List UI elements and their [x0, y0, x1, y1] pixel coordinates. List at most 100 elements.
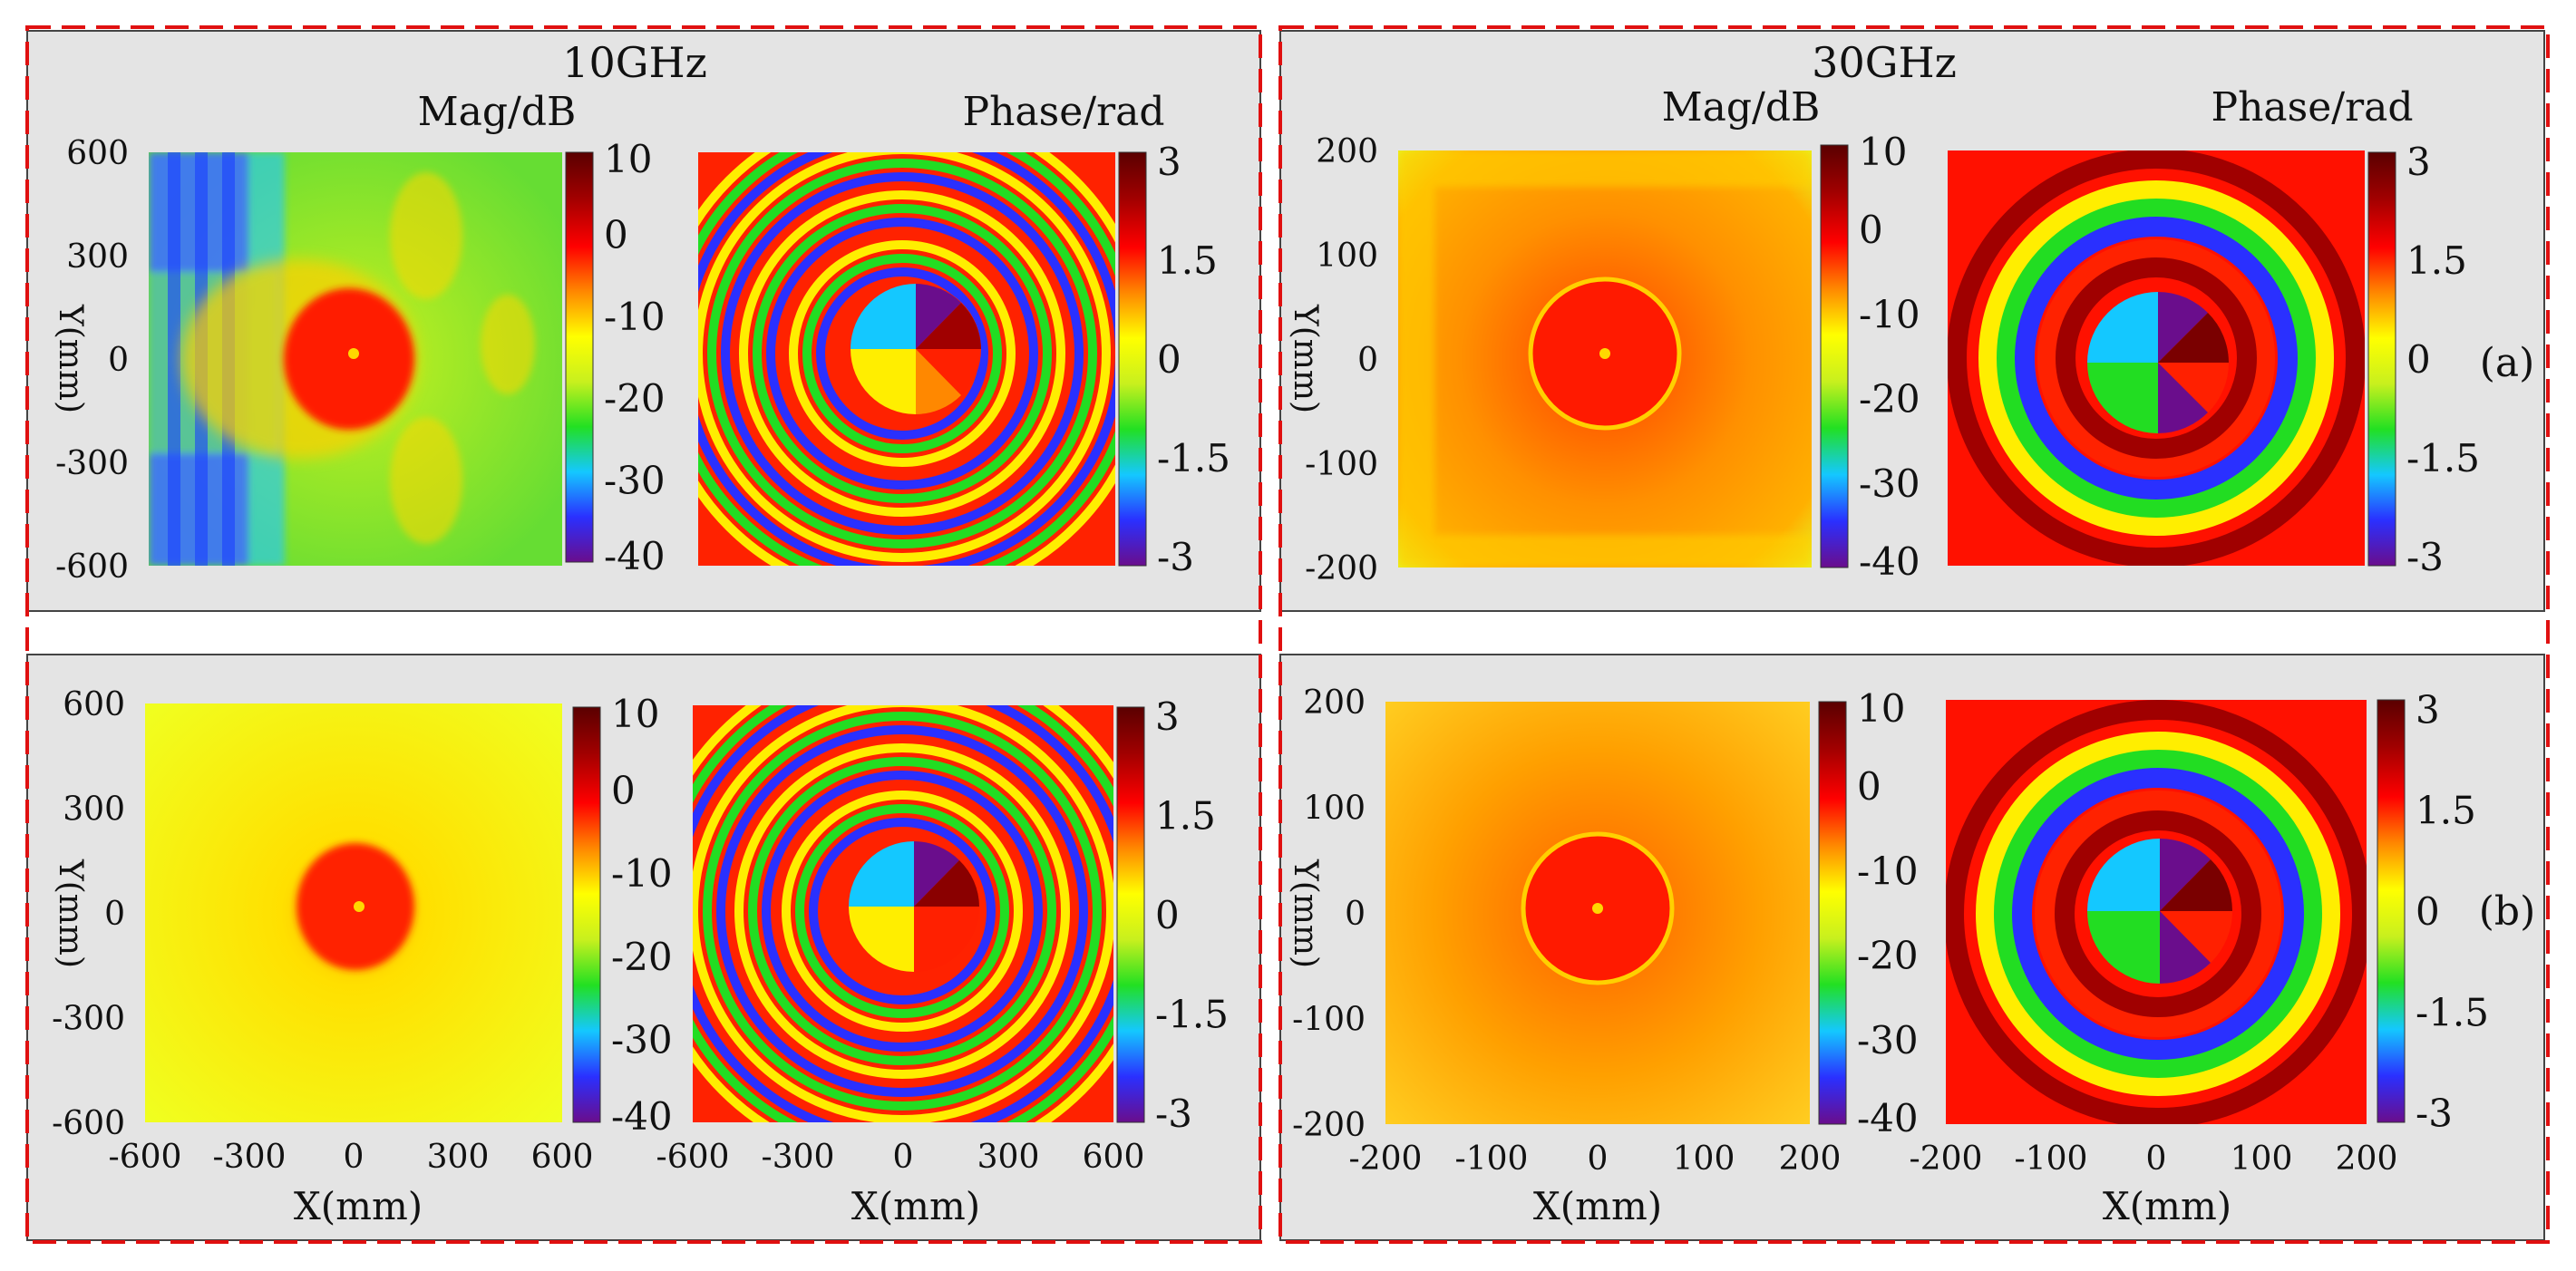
- heatmap-a-30GHz-phase: [1948, 150, 2365, 566]
- xtick-b-10GHz-phase-0: -600: [656, 1139, 730, 1176]
- ytick-b-30GHz-mag-2: 0: [1345, 896, 1366, 933]
- heatmap-a-10GHz-mag: [149, 152, 562, 566]
- ytick-a-10GHz-mag-0: 600: [66, 135, 129, 172]
- ytick-b-10GHz-mag-3: -300: [52, 1001, 125, 1038]
- xtick-b-10GHz-phase-2: 0: [893, 1139, 914, 1176]
- freq-label-10GHz: 10GHz: [562, 38, 707, 87]
- cbtick-b-30GHz-mag-2: -10: [1857, 849, 1919, 893]
- heatmap-a-30GHz-mag: [1398, 150, 1812, 568]
- ytick-a-10GHz-mag-1: 300: [66, 238, 129, 276]
- xtick-b-30GHz-mag-4: 200: [1779, 1140, 1842, 1178]
- cbtick-b-10GHz-phase-2: 0: [1155, 893, 1180, 937]
- xtick-b-30GHz-mag-3: 100: [1673, 1140, 1735, 1178]
- ylabel-b-30GHz: Y(mm): [1287, 859, 1324, 968]
- xlabel-b-30GHz-phase: X(mm): [2103, 1184, 2231, 1228]
- ytick-a-10GHz-mag-2: 0: [108, 342, 129, 379]
- title-a-30GHz-mag: Mag/dB: [1662, 84, 1821, 131]
- xtick-b-10GHz-phase-1: -300: [762, 1139, 835, 1176]
- xlabel-b-10GHz-phase: X(mm): [851, 1184, 980, 1228]
- ytick-b-30GHz-mag-0: 200: [1303, 684, 1366, 722]
- cbtick-a-30GHz-mag-5: -40: [1859, 539, 1920, 584]
- xtick-b-30GHz-mag-1: -100: [1455, 1140, 1529, 1178]
- ytick-b-10GHz-mag-4: -600: [52, 1105, 125, 1142]
- xtick-b-10GHz-phase-3: 300: [977, 1139, 1040, 1176]
- xtick-b-30GHz-phase-0: -200: [1910, 1140, 1983, 1178]
- cbtick-b-30GHz-mag-0: 10: [1857, 686, 1905, 731]
- colorbar-a-30GHz-phase: [2367, 151, 2396, 567]
- xtick-b-10GHz-mag-4: 600: [531, 1139, 594, 1176]
- ytick-a-10GHz-mag-4: -600: [55, 548, 129, 586]
- ylabel-a-30GHz: Y(mm): [1287, 304, 1324, 413]
- cbtick-a-10GHz-phase-1: 1.5: [1157, 238, 1218, 283]
- heatmap-b-30GHz-mag: [1385, 702, 1810, 1124]
- colorbar-a-30GHz-mag: [1820, 144, 1849, 568]
- ytick-b-30GHz-mag-4: -200: [1292, 1107, 1366, 1144]
- ytick-a-30GHz-mag-1: 100: [1316, 238, 1378, 275]
- cbtick-b-30GHz-mag-1: 0: [1857, 764, 1881, 809]
- colorbar-b-10GHz-mag: [572, 706, 601, 1123]
- heatmap-b-30GHz-phase: [1946, 700, 2367, 1124]
- ytick-b-10GHz-mag-1: 300: [63, 791, 125, 829]
- frame-10GHz: [25, 25, 1262, 1244]
- xtick-b-10GHz-mag-2: 0: [344, 1139, 365, 1176]
- cbtick-b-30GHz-phase-4: -3: [2416, 1092, 2453, 1136]
- colorbar-b-10GHz-phase: [1116, 706, 1145, 1123]
- cbtick-a-10GHz-phase-4: -3: [1157, 535, 1194, 579]
- ytick-a-10GHz-mag-3: -300: [55, 445, 129, 482]
- cbtick-b-10GHz-phase-4: -3: [1155, 1092, 1192, 1136]
- freq-label-30GHz: 30GHz: [1812, 38, 1957, 87]
- xtick-b-10GHz-mag-1: -300: [213, 1139, 287, 1176]
- ytick-a-30GHz-mag-2: 0: [1357, 342, 1378, 379]
- title-a-10GHz-phase: Phase/rad: [962, 89, 1164, 135]
- cbtick-b-10GHz-mag-2: -10: [611, 851, 673, 896]
- heatmap-a-10GHz-phase: [698, 152, 1115, 566]
- cbtick-a-30GHz-mag-1: 0: [1859, 208, 1883, 252]
- cbtick-a-10GHz-phase-2: 0: [1157, 337, 1181, 382]
- cbtick-a-30GHz-phase-3: -1.5: [2406, 436, 2480, 480]
- ylabel-a-10GHz: Y(mm): [52, 304, 89, 413]
- ytick-a-30GHz-mag-3: -100: [1305, 446, 1378, 483]
- cbtick-b-10GHz-mag-0: 10: [611, 692, 659, 736]
- cbtick-a-30GHz-phase-0: 3: [2406, 140, 2431, 184]
- tick-labels: 6003000-300-600100-10-20-30-4031.50-1.5-…: [52, 130, 2489, 1178]
- xlabel-b-10GHz-mag: X(mm): [294, 1184, 423, 1228]
- cbtick-a-10GHz-mag-0: 10: [604, 137, 652, 181]
- cbtick-a-10GHz-mag-3: -20: [604, 376, 666, 421]
- cbtick-b-30GHz-phase-3: -1.5: [2416, 990, 2489, 1034]
- cbtick-b-10GHz-phase-0: 3: [1155, 694, 1180, 739]
- cbtick-b-30GHz-phase-1: 1.5: [2416, 789, 2476, 833]
- title-a-10GHz-mag: Mag/dB: [418, 89, 577, 135]
- cbtick-b-10GHz-mag-3: -20: [611, 935, 673, 979]
- cbtick-a-30GHz-mag-3: -20: [1859, 377, 1920, 422]
- ytick-b-30GHz-mag-3: -100: [1292, 1002, 1366, 1039]
- ylabel-b-10GHz: Y(mm): [52, 859, 89, 968]
- xtick-b-30GHz-phase-2: 0: [2146, 1140, 2167, 1178]
- cbtick-a-10GHz-mag-5: -40: [604, 534, 666, 578]
- cbtick-a-30GHz-mag-2: -10: [1859, 292, 1920, 336]
- xtick-b-10GHz-mag-3: 300: [427, 1139, 490, 1176]
- cbtick-a-30GHz-mag-4: -30: [1859, 461, 1920, 506]
- xtick-b-30GHz-phase-1: -100: [2015, 1140, 2088, 1178]
- frame-30GHz: [1278, 25, 2550, 1244]
- xtick-b-30GHz-phase-4: 200: [2336, 1140, 2398, 1178]
- cbtick-a-30GHz-mag-0: 10: [1859, 130, 1907, 174]
- cbtick-a-30GHz-phase-4: -3: [2406, 535, 2444, 579]
- ytick-b-10GHz-mag-2: 0: [104, 896, 125, 933]
- cbtick-a-30GHz-phase-2: 0: [2406, 337, 2431, 382]
- cbtick-b-30GHz-phase-2: 0: [2416, 889, 2440, 934]
- cbtick-a-10GHz-mag-1: 0: [604, 212, 628, 257]
- row-label-b: (b): [2479, 888, 2536, 935]
- cbtick-a-10GHz-mag-2: -10: [604, 295, 666, 339]
- ytick-b-10GHz-mag-0: 600: [63, 686, 125, 723]
- row-label-a: (a): [2480, 340, 2535, 386]
- colorbar-b-30GHz-phase: [2377, 699, 2406, 1123]
- xtick-b-10GHz-mag-0: -600: [109, 1139, 182, 1176]
- heatmap-b-10GHz-mag: [145, 703, 562, 1122]
- ytick-a-30GHz-mag-0: 200: [1316, 133, 1378, 170]
- cbtick-a-30GHz-phase-1: 1.5: [2406, 238, 2467, 283]
- xtick-b-30GHz-mag-0: -200: [1349, 1140, 1423, 1178]
- ytick-b-30GHz-mag-1: 100: [1303, 791, 1366, 828]
- cbtick-b-10GHz-mag-4: -30: [611, 1017, 673, 1062]
- colorbar-a-10GHz-mag: [565, 151, 594, 563]
